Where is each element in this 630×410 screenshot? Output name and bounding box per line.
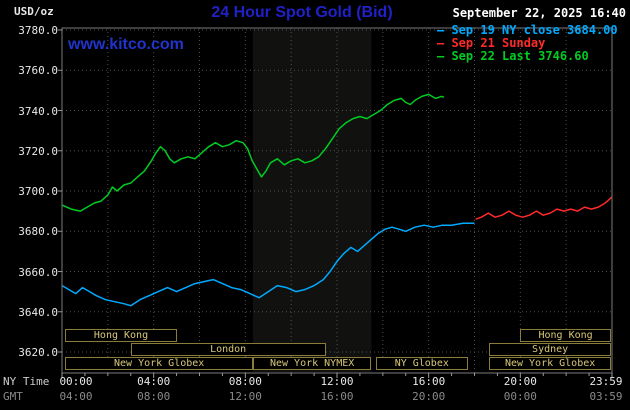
legend-item-0: – Sep 19 NY close 3684.00 xyxy=(437,23,618,37)
x-tick-label-gmt: 08:00 xyxy=(137,390,171,403)
x-axis-label-gmt: GMT xyxy=(3,390,23,403)
x-tick-label-ny: 23:59 xyxy=(589,375,623,388)
session-box-hong-kong: Hong Kong xyxy=(520,329,611,342)
x-tick-label-ny: 12:00 xyxy=(320,375,354,388)
session-box-new-york-globex: New York Globex xyxy=(65,357,253,370)
y-tick-label: 3740.0 xyxy=(18,104,58,118)
legend: – Sep 19 NY close 3684.00– Sep 21 Sunday… xyxy=(437,24,618,63)
x-tick-label-gmt: 16:00 xyxy=(320,390,354,403)
x-tick-label-ny: 04:00 xyxy=(137,375,171,388)
x-tick-label-ny: 20:00 xyxy=(503,375,537,388)
legend-item-2: – Sep 22 Last 3746.60 xyxy=(437,49,589,63)
y-axis-unit-label: USD/oz xyxy=(14,5,54,18)
y-tick-label: 3720.0 xyxy=(18,144,58,158)
kitco-watermark-link[interactable]: www.kitco.com xyxy=(68,36,184,53)
x-tick-label-gmt: 04:00 xyxy=(59,390,93,403)
legend-item-1: – Sep 21 Sunday xyxy=(437,36,546,50)
x-tick-label-gmt: 00:00 xyxy=(503,390,537,403)
x-tick-label-gmt: 03:59 xyxy=(589,390,623,403)
y-tick-label: 3640.0 xyxy=(18,305,58,319)
y-tick-label: 3660.0 xyxy=(18,265,58,279)
x-tick-label-ny: 16:00 xyxy=(412,375,446,388)
session-box-ny-globex: NY Globex xyxy=(375,357,468,370)
session-box-new-york-globex: New York Globex xyxy=(489,357,611,370)
session-box-new-york-nymex: New York NYMEX xyxy=(252,357,372,370)
nymex-shaded-band xyxy=(252,29,372,372)
x-axis-label-nytime: NY Time xyxy=(3,375,50,388)
session-box-london: London xyxy=(130,343,326,356)
session-box-sydney: Sydney xyxy=(489,343,611,356)
x-tick-label-ny: 08:00 xyxy=(228,375,262,388)
y-tick-label: 3680.0 xyxy=(18,225,58,239)
x-tick-label-gmt: 20:00 xyxy=(412,390,446,403)
y-tick-label: 3760.0 xyxy=(18,64,58,78)
series-sep-22-last xyxy=(61,93,445,212)
x-tick-label-gmt: 12:00 xyxy=(228,390,262,403)
y-tick-label: 3620.0 xyxy=(18,346,58,359)
session-box-hong-kong: Hong Kong xyxy=(65,329,177,342)
chart-title: 24 Hour Spot Gold (Bid) xyxy=(211,4,393,21)
y-tick-label: 3700.0 xyxy=(18,185,58,198)
series-sep-21-sunday xyxy=(475,196,613,220)
x-tick-label-ny: 00:00 xyxy=(59,375,93,388)
y-tick-label: 3780.0 xyxy=(18,24,58,37)
series-sep-19-ny-close xyxy=(61,222,475,307)
chart-datetime: September 22, 2025 16:40 xyxy=(452,6,626,20)
